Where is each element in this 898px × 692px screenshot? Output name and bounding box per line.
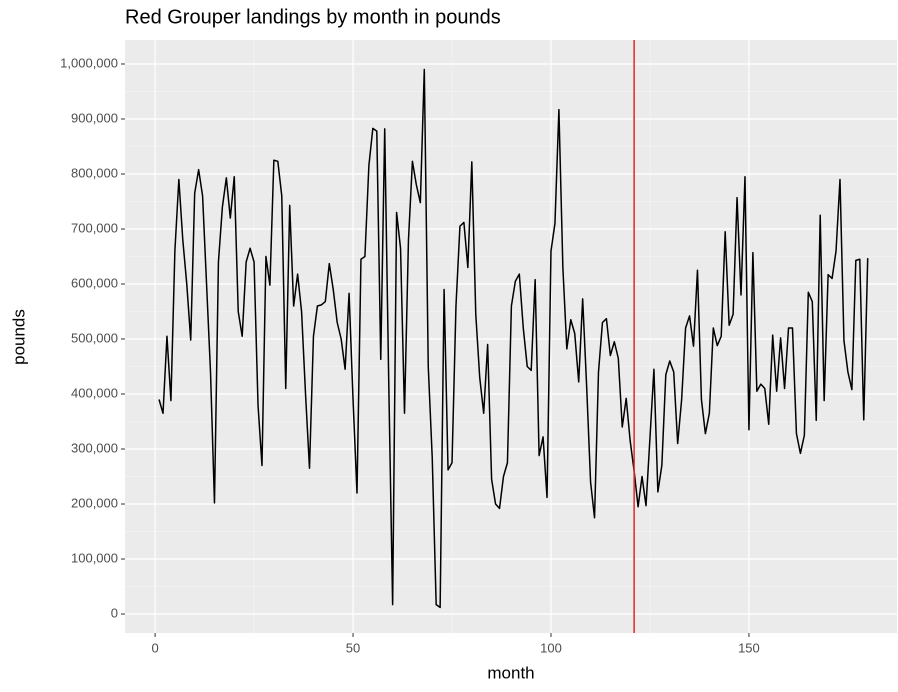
y-tick-label: 800,000: [71, 165, 118, 180]
y-tick-label: 100,000: [71, 550, 118, 565]
y-tick-label: 1,000,000: [60, 55, 118, 70]
x-tick-label: 0: [151, 640, 158, 655]
x-axis-label: month: [487, 663, 534, 682]
x-tick-label: 150: [738, 640, 760, 655]
x-tick-label: 50: [346, 640, 360, 655]
y-tick-label: 300,000: [71, 440, 118, 455]
chart-title: Red Grouper landings by month in pounds: [125, 6, 501, 28]
y-tick-label: 0: [111, 605, 118, 620]
grid: [125, 40, 897, 633]
y-tick-label: 700,000: [71, 220, 118, 235]
y-tick-label: 900,000: [71, 110, 118, 125]
y-tick-label: 600,000: [71, 275, 118, 290]
y-axis-label: pounds: [9, 309, 28, 365]
marks: [158, 40, 869, 633]
y-tick-label: 500,000: [71, 330, 118, 345]
x-tick-label: 100: [540, 640, 562, 655]
data-line: [158, 68, 869, 609]
y-tick-label: 400,000: [71, 385, 118, 400]
y-tick-label: 200,000: [71, 495, 118, 510]
